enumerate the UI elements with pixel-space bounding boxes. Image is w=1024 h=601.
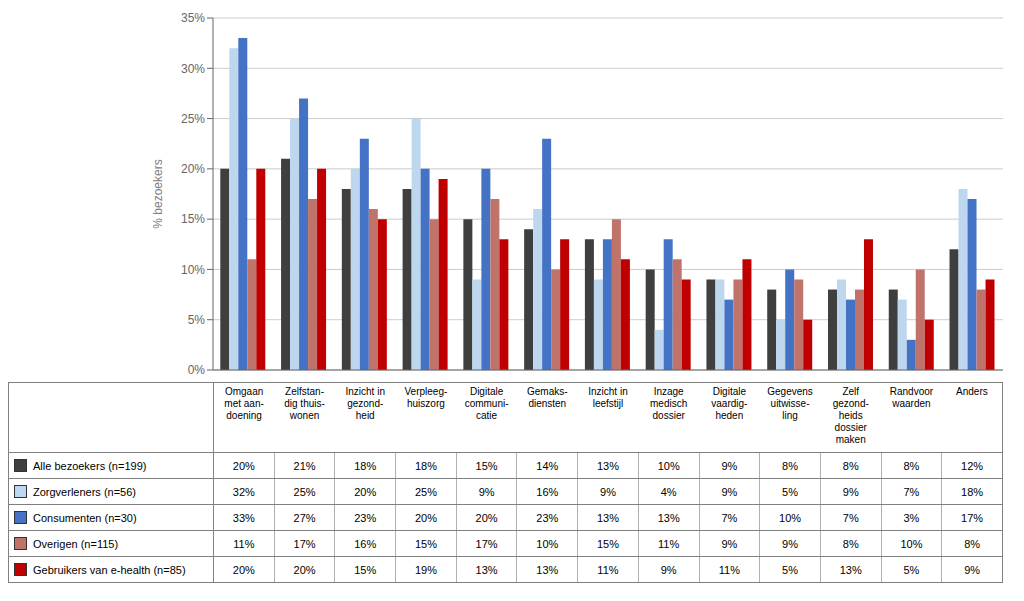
- html-text:17%: 17%: [475, 537, 498, 550]
- html-text:20%: 20%: [293, 563, 316, 576]
- html-text:13%: 13%: [657, 511, 680, 524]
- html-text:9%: 9%: [964, 563, 981, 576]
- svg-text:10%: 10%: [181, 263, 205, 277]
- html-text:15%: 15%: [354, 563, 377, 576]
- svg-text:% bezoekers: % bezoekers: [151, 159, 165, 228]
- html-text:17%: 17%: [293, 537, 316, 550]
- html-text:Omgaan met aan- doening: Omgaan met aan- doening: [224, 386, 264, 421]
- html-text:15%: 15%: [475, 459, 498, 472]
- html-text:10%: 10%: [900, 537, 923, 550]
- html-text:7%: 7%: [842, 511, 859, 524]
- html-text:11%: 11%: [597, 563, 619, 576]
- html-text:15%: 15%: [414, 537, 437, 550]
- html-text:8%: 8%: [842, 459, 859, 472]
- html-text:Overigen (n=115): Overigen (n=115): [33, 537, 119, 550]
- html-text:11%: 11%: [233, 537, 255, 550]
- html-text:11%: 11%: [718, 563, 740, 576]
- html-text:13%: 13%: [597, 459, 619, 472]
- html-text:Inzicht in leefstijl: Inzicht in leefstijl: [588, 386, 628, 409]
- html-text:10%: 10%: [657, 459, 680, 472]
- html-text:Gemaks- diensten: Gemaks- diensten: [527, 386, 568, 409]
- html-text:Verpleeg- huiszorg: Verpleeg- huiszorg: [404, 386, 448, 409]
- html-text:5%: 5%: [782, 563, 798, 576]
- html-text:13%: 13%: [839, 563, 862, 576]
- html-text:13%: 13%: [597, 511, 619, 524]
- html-text:11%: 11%: [658, 537, 680, 550]
- html-text:13%: 13%: [536, 563, 559, 576]
- html-text:20%: 20%: [354, 485, 377, 498]
- html-text:9%: 9%: [721, 485, 738, 498]
- html-text:5%: 5%: [782, 485, 798, 498]
- html-text:18%: 18%: [414, 459, 437, 472]
- html-text:Inzicht in gezond- heid: Inzicht in gezond- heid: [345, 386, 385, 421]
- svg-text:5%: 5%: [188, 313, 206, 327]
- html-text:4%: 4%: [660, 485, 677, 498]
- html-text:8%: 8%: [903, 459, 920, 472]
- html-text:Digitale communi- catie: Digitale communi- catie: [464, 386, 509, 421]
- html-text:19%: 19%: [414, 563, 437, 576]
- html-text:16%: 16%: [354, 537, 377, 550]
- html-text:9%: 9%: [782, 537, 798, 550]
- html-text:Alle bezoekers (n=199): Alle bezoekers (n=199): [33, 459, 147, 472]
- html-text:25%: 25%: [293, 485, 316, 498]
- svg-text:35%: 35%: [181, 11, 205, 25]
- html-text:32%: 32%: [232, 485, 255, 498]
- html-text:15%: 15%: [597, 537, 619, 550]
- html-text:27%: 27%: [293, 511, 316, 524]
- html-text:3%: 3%: [903, 511, 920, 524]
- html-text:14%: 14%: [536, 459, 559, 472]
- html-text:Zorgverleners (n=56): Zorgverleners (n=56): [33, 485, 136, 498]
- html-text:8%: 8%: [842, 537, 859, 550]
- html-text:18%: 18%: [961, 485, 984, 498]
- html-text:20%: 20%: [232, 563, 255, 576]
- html-text:10%: 10%: [536, 537, 559, 550]
- html-text:18%: 18%: [354, 459, 377, 472]
- html-text:7%: 7%: [903, 485, 920, 498]
- html-text:Inzage medisch dossier: Inzage medisch dossier: [650, 386, 688, 421]
- html-text:12%: 12%: [961, 459, 984, 472]
- html-text:25%: 25%: [414, 485, 437, 498]
- svg-text:0%: 0%: [188, 363, 206, 377]
- html-text:20%: 20%: [232, 459, 255, 472]
- html-text:9%: 9%: [600, 485, 616, 498]
- html-text:Anders: Anders: [956, 386, 988, 397]
- html-text:16%: 16%: [536, 485, 559, 498]
- html-text:7%: 7%: [721, 511, 738, 524]
- html-text:9%: 9%: [721, 537, 738, 550]
- html-text:23%: 23%: [354, 511, 377, 524]
- html-text:10%: 10%: [779, 511, 801, 524]
- html-text:Zelf gezond- heids dossier mak: Zelf gezond- heids dossier maken: [832, 386, 869, 445]
- html-text:Randvoor waarden: Randvoor waarden: [889, 386, 934, 409]
- html-text:9%: 9%: [478, 485, 495, 498]
- html-text:Zelfstan- dig thuis- wonen: Zelfstan- dig thuis- wonen: [284, 386, 325, 421]
- html-text:5%: 5%: [903, 563, 920, 576]
- html-text:Consumenten (n=30): Consumenten (n=30): [33, 511, 137, 524]
- html-text:23%: 23%: [536, 511, 559, 524]
- svg-text:20%: 20%: [181, 162, 205, 176]
- html-text:13%: 13%: [475, 563, 498, 576]
- html-text:Gebruikers van e-health (n=85): Gebruikers van e-health (n=85): [33, 563, 186, 576]
- html-text:33%: 33%: [232, 511, 255, 524]
- html-text:9%: 9%: [660, 563, 677, 576]
- html-text:9%: 9%: [721, 459, 738, 472]
- html-text:Gegevens uitwisse- ling: Gegevens uitwisse- ling: [767, 386, 813, 421]
- html-text:Digitale vaardig- heden: Digitale vaardig- heden: [711, 386, 748, 421]
- html-text:20%: 20%: [475, 511, 498, 524]
- html-text:8%: 8%: [782, 459, 798, 472]
- html-text:20%: 20%: [414, 511, 437, 524]
- svg-text:15%: 15%: [181, 212, 205, 226]
- html-text:21%: 21%: [293, 459, 316, 472]
- svg-text:25%: 25%: [181, 112, 205, 126]
- html-text:9%: 9%: [842, 485, 859, 498]
- svg-text:30%: 30%: [181, 62, 205, 76]
- html-text:17%: 17%: [961, 511, 984, 524]
- html-text:8%: 8%: [964, 537, 981, 550]
